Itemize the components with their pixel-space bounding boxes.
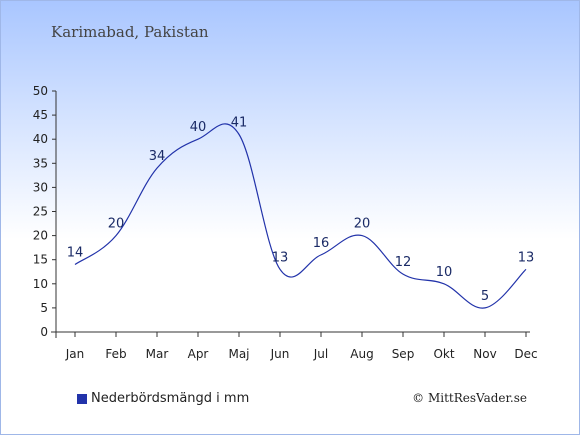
- data-label: 40: [190, 120, 207, 135]
- legend: Nederbördsmängd i mm: [77, 391, 249, 406]
- x-tick-label: Apr: [188, 347, 209, 361]
- legend-label: Nederbördsmängd i mm: [91, 391, 250, 406]
- data-label: 5: [481, 289, 489, 304]
- x-tick-label: Sep: [392, 347, 415, 361]
- legend-swatch: [77, 393, 87, 404]
- x-tick-label: Aug: [350, 347, 373, 361]
- y-tick-label: 30: [33, 180, 48, 194]
- x-tick-label: Maj: [228, 347, 249, 361]
- data-label: 20: [108, 217, 125, 232]
- y-tick-label: 10: [33, 277, 48, 291]
- x-tick-label: Feb: [105, 347, 126, 361]
- y-tick-label: 40: [33, 132, 48, 146]
- data-label: 14: [67, 246, 84, 261]
- data-label: 16: [313, 236, 330, 251]
- y-tick-label: 0: [40, 325, 48, 339]
- y-tick-label: 50: [33, 84, 48, 98]
- y-tick-label: 5: [40, 301, 48, 315]
- series-line: [74, 123, 527, 309]
- y-tick-label: 25: [33, 205, 48, 219]
- data-label: 10: [436, 265, 453, 280]
- x-tick-label: Jun: [270, 347, 290, 361]
- credit-text: © MittResVader.se: [412, 391, 527, 405]
- x-tick-label: Okt: [433, 347, 454, 361]
- data-label: 12: [395, 255, 412, 270]
- data-label: 13: [518, 250, 535, 265]
- data-label: 41: [231, 115, 248, 130]
- x-tick-label: Nov: [473, 347, 496, 361]
- y-tick-label: 35: [33, 156, 48, 170]
- data-label: 34: [149, 149, 166, 164]
- y-tick-label: 45: [33, 108, 48, 122]
- y-tick-label: 15: [33, 253, 48, 267]
- x-tick-label: Mar: [146, 347, 169, 361]
- data-label: 20: [354, 217, 371, 232]
- x-tick-label: Dec: [514, 347, 537, 361]
- data-label: 13: [272, 250, 289, 265]
- y-tick-label: 20: [33, 229, 48, 243]
- x-tick-label: Jan: [65, 347, 85, 361]
- x-tick-label: Jul: [313, 347, 328, 361]
- chart-title: Karimabad, Pakistan: [51, 23, 209, 41]
